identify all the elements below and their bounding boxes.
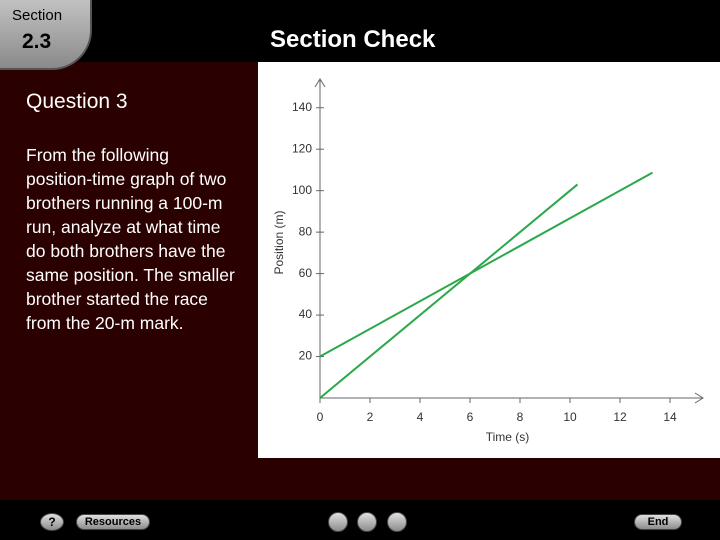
- back-button[interactable]: [328, 512, 348, 532]
- resources-button[interactable]: Resources: [76, 514, 150, 530]
- line-series: [319, 183, 579, 399]
- help-button[interactable]: ?: [40, 513, 64, 531]
- x-tick-label: 14: [663, 410, 677, 424]
- y-axis-arrow: [314, 78, 326, 88]
- x-tick-label: 4: [417, 410, 424, 424]
- question-text: From the following position-time graph o…: [26, 145, 235, 333]
- x-axis-label: Time (s): [486, 430, 530, 444]
- y-axis-label: Position (m): [272, 210, 286, 274]
- chart-panel: 0 2 4 6 8 10 12 14 20 40 60 80 100 120 140 Time (s) Posi…: [258, 62, 720, 458]
- y-tick-label: 120: [292, 141, 312, 155]
- section-number: 2.3: [22, 30, 52, 53]
- x-tick-label: 12: [613, 410, 627, 424]
- slide-title: Section Check: [270, 26, 436, 53]
- x-tick-label: 8: [517, 410, 524, 424]
- x-axis-arrow: [694, 392, 704, 404]
- x-tick-label: 10: [563, 410, 577, 424]
- home-button[interactable]: [357, 512, 377, 532]
- y-tick-label: 40: [299, 307, 313, 321]
- section-label: Section: [12, 7, 63, 24]
- y-tick-label: 100: [292, 183, 312, 197]
- y-tick-label: 60: [299, 266, 313, 280]
- question-heading: Question 3: [26, 90, 128, 113]
- y-tick-label: 140: [292, 100, 312, 114]
- section-tab: [0, 0, 92, 70]
- x-tick-label: 6: [467, 410, 474, 424]
- top-bar: [0, 0, 720, 62]
- x-tick-label: 2: [367, 410, 374, 424]
- chart: 0 2 4 6 8 10 12 14 20 40 60 80 100 120 140 Time (s) Posi…: [272, 78, 704, 444]
- y-tick-label: 80: [299, 224, 313, 238]
- end-button[interactable]: End: [634, 514, 682, 530]
- line-series: [319, 171, 653, 358]
- y-tick-label: 20: [299, 349, 313, 363]
- forward-button[interactable]: [387, 512, 407, 532]
- x-tick-label: 0: [317, 410, 324, 424]
